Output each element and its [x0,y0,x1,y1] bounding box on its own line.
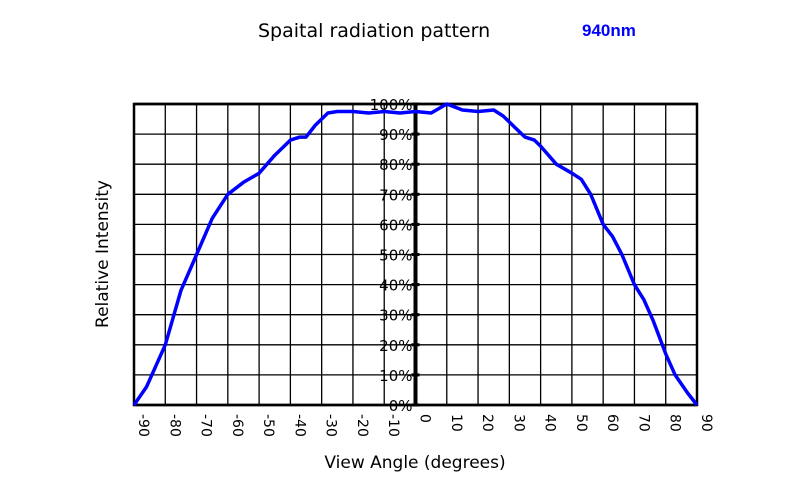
x-tick-label: -50 [260,414,276,437]
x-tick-label: -20 [354,414,370,437]
x-tick-label: -70 [198,414,214,437]
y-tick-label: 70% [379,186,412,204]
y-tick-label: 80% [379,156,412,174]
y-tick-label: 60% [379,216,412,234]
x-tick-label: -90 [135,414,151,437]
y-tick-label: 40% [379,277,412,295]
chart-subtitle: 940nm [582,21,636,40]
x-tick-label: 70 [635,414,651,432]
chart-title: Spaital radiation pattern [258,20,491,42]
y-tick-label: 90% [379,126,412,144]
x-tick-label: 20 [479,414,495,432]
x-tick-label: -60 [229,414,245,437]
y-tick-label: 100% [370,96,413,114]
x-tick-label: 50 [573,414,589,432]
x-tick-label: 90 [698,414,714,432]
y-tick-label: 50% [379,247,412,265]
x-tick-label: 60 [604,414,620,432]
y-tick-label: 20% [379,337,412,355]
plot-frame [132,102,699,407]
y-tick-label: 30% [379,307,412,325]
series-line [132,102,699,407]
x-tick-label: 40 [542,414,558,432]
x-tick-label: -10 [385,414,401,437]
x-tick-label: -30 [323,414,339,437]
x-tick-label: -40 [291,414,307,437]
x-tick-label: 0 [417,414,433,423]
y-axis-label: Relative Intensity [93,180,113,328]
y-tick-label: 10% [379,367,412,385]
x-tick-label: -80 [166,414,182,437]
tick-labels: -90 -80 -70 -60 -50 -40 -30 -20 -10 0 10 20 30 40 50 60… [135,96,714,437]
x-tick-label: 30 [510,414,526,432]
x-tick-label: 10 [448,414,464,432]
y-tick-label: 0% [389,397,413,415]
grid [132,102,699,407]
x-tick-label: 80 [667,414,683,432]
x-axis-label: View Angle (degrees) [324,453,505,473]
